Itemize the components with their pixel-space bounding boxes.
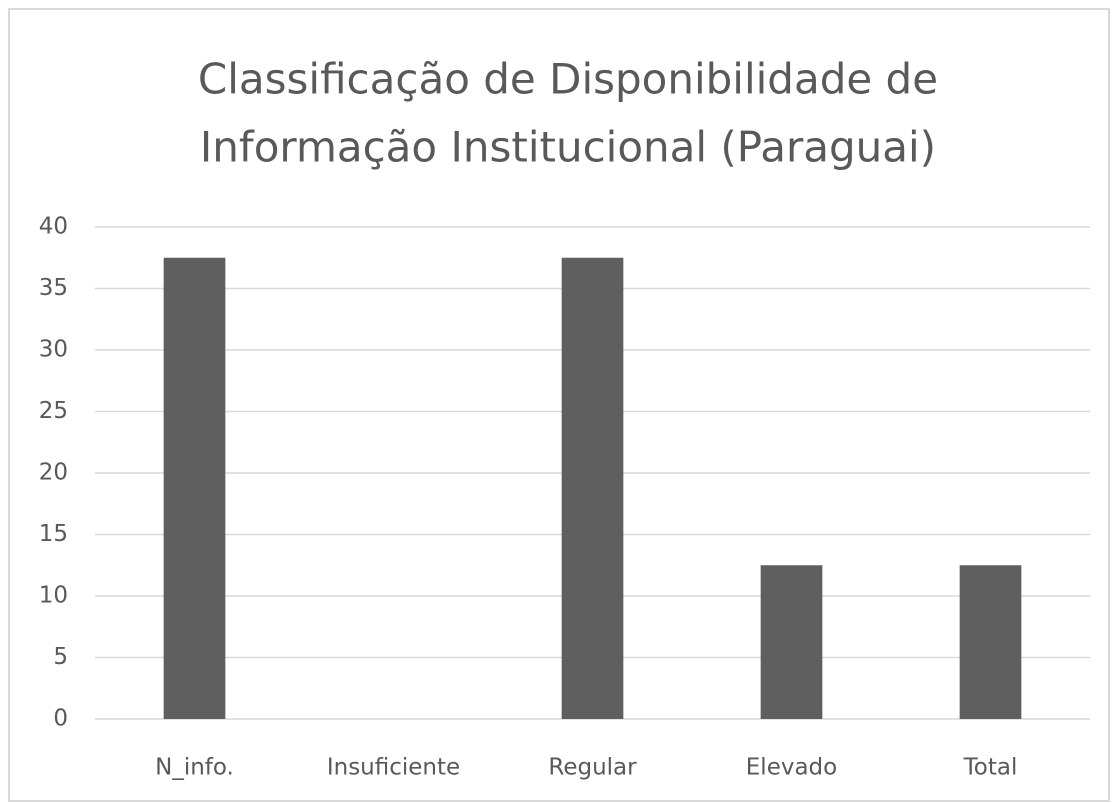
x-tick-label: Total (963, 755, 1018, 781)
bar (163, 257, 226, 719)
y-tick-label: 15 (39, 521, 68, 547)
y-tick-label: 5 (53, 644, 68, 670)
y-tick-label: 25 (39, 398, 68, 424)
bar (760, 565, 823, 719)
y-tick-label: 0 (53, 706, 68, 732)
x-tick-label: Elevado (746, 755, 837, 781)
chart-title: Informação Institucional (Paraguai) (200, 123, 936, 172)
x-tick-label: Regular (548, 755, 637, 781)
y-tick-label: 30 (39, 337, 68, 363)
bar (561, 257, 624, 719)
bar (959, 565, 1022, 719)
y-tick-label: 35 (39, 275, 68, 301)
x-tick-label: Insuficiente (327, 755, 460, 781)
y-tick-label: 20 (39, 460, 68, 486)
x-tick-label: N_info. (155, 755, 234, 781)
y-tick-label: 10 (39, 583, 68, 609)
chart-title: Classificação de Disponibilidade de (198, 55, 938, 104)
y-tick-label: 40 (39, 214, 68, 240)
